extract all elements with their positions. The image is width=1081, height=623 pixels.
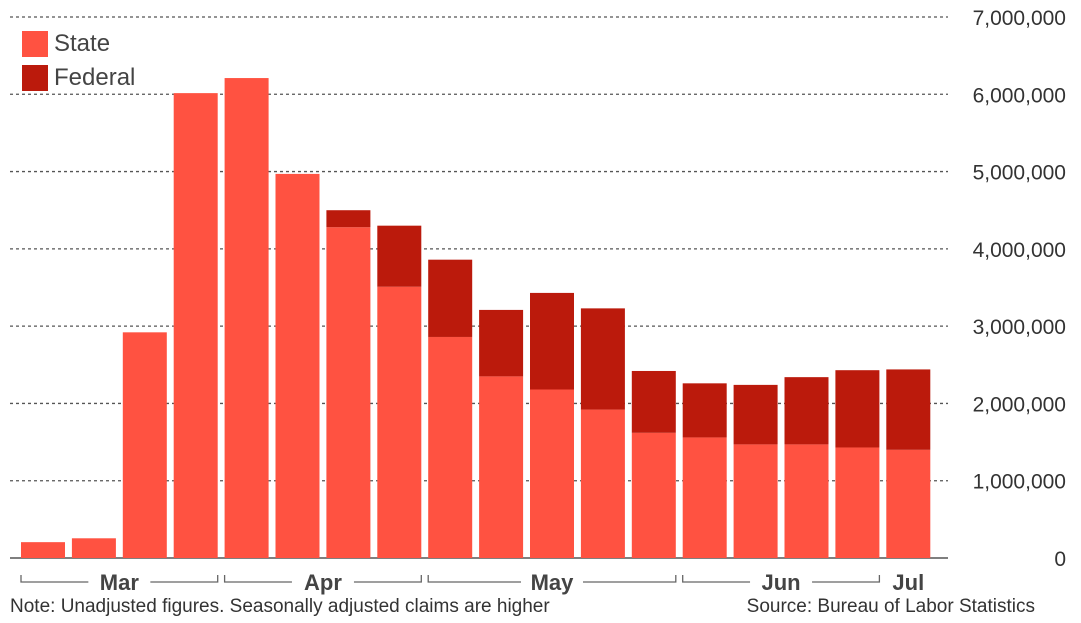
bar-state — [122, 332, 167, 558]
month-bracket — [353, 575, 422, 583]
bar-federal — [377, 225, 422, 287]
legend-item-federal: Federal — [22, 61, 135, 95]
y-tick-label: 2,000,000 — [973, 393, 1066, 416]
month-label: Jul — [892, 570, 924, 595]
bar-federal — [326, 210, 371, 228]
bar-federal — [682, 383, 727, 438]
y-tick-label: 7,000,000 — [973, 7, 1066, 30]
y-tick-label: 1,000,000 — [973, 471, 1066, 494]
y-tick-label: 5,000,000 — [973, 162, 1066, 185]
month-label: May — [531, 570, 575, 595]
month-bracket — [583, 575, 677, 583]
bar-state — [886, 449, 931, 558]
bar-state — [682, 437, 727, 558]
bar-state — [580, 409, 625, 558]
month-bracket — [20, 575, 89, 583]
footnote-note: Note: Unadjusted figures. Seasonally adj… — [10, 596, 550, 617]
month-bracket — [812, 575, 881, 583]
legend-swatch-state — [22, 31, 48, 57]
bar-federal — [479, 309, 524, 377]
bar-federal — [733, 384, 778, 445]
bar-state — [479, 376, 524, 558]
footnote-source: Source: Bureau of Labor Statistics — [746, 596, 1035, 617]
bar-federal — [784, 377, 829, 445]
bar-federal — [428, 259, 473, 337]
bar-state — [224, 78, 269, 558]
month-bracket — [682, 575, 751, 583]
bar-state — [377, 286, 422, 558]
month-label: Mar — [100, 570, 140, 595]
month-label: Jun — [761, 570, 800, 595]
legend-label-state: State — [54, 30, 111, 57]
month-bracket — [427, 575, 521, 583]
month-label: Apr — [304, 570, 342, 595]
y-tick-label: 3,000,000 — [973, 316, 1066, 339]
x-axis: Mar Apr May Jun Jul — [20, 570, 924, 595]
bar-state — [326, 227, 371, 558]
bar-federal — [631, 370, 676, 433]
y-tick-label: 4,000,000 — [973, 239, 1066, 262]
bar-state — [275, 173, 320, 558]
bar-federal — [580, 308, 625, 410]
bar-state — [733, 444, 778, 558]
bar-federal — [886, 369, 931, 450]
y-tick-label: 6,000,000 — [973, 84, 1066, 107]
bar-federal — [530, 292, 574, 390]
legend-swatch-federal — [22, 65, 48, 91]
bar-state — [428, 336, 473, 558]
bar-state — [835, 447, 880, 558]
legend-label-federal: Federal — [54, 64, 136, 91]
bar-state — [784, 444, 829, 558]
y-tick-label: 0 — [1054, 548, 1066, 571]
bars — [21, 78, 931, 558]
month-bracket — [223, 575, 292, 583]
legend: State Federal — [22, 27, 135, 95]
bar-state — [631, 432, 676, 558]
month-bracket — [150, 575, 219, 583]
bar-federal — [835, 370, 880, 448]
bar-state — [173, 93, 218, 558]
bar-state — [21, 542, 65, 558]
bar-state — [530, 389, 574, 558]
legend-item-state: State — [22, 27, 135, 61]
y-axis: 0 1,000,000 2,000,000 3,000,000 4,000,000 5,0… — [973, 7, 1066, 571]
bar-state — [71, 538, 116, 558]
